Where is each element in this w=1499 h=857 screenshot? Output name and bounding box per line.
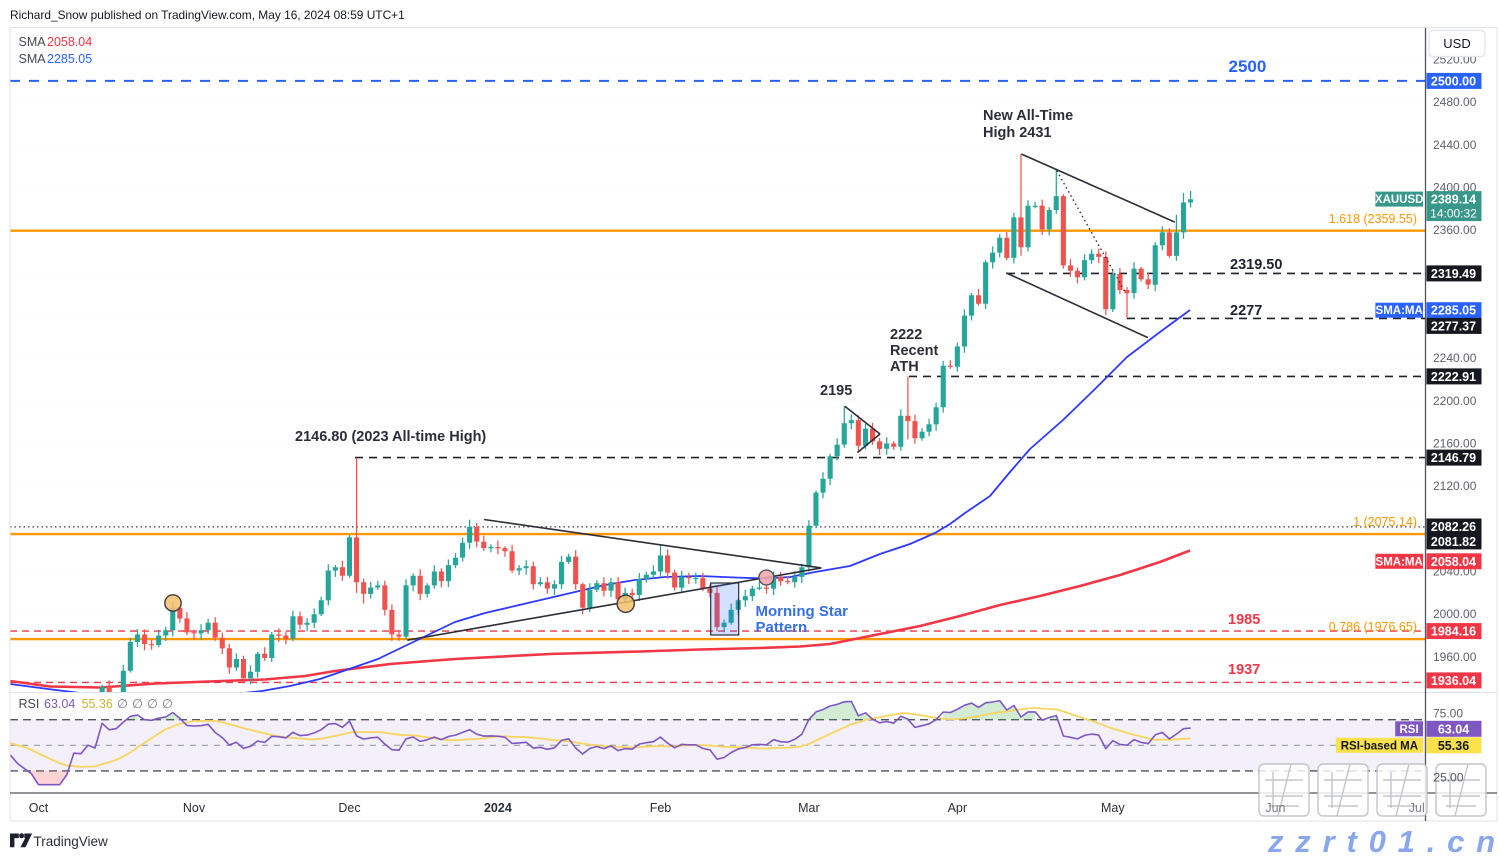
svg-text:2058.04: 2058.04 <box>47 35 92 49</box>
svg-text:∅: ∅ <box>162 697 173 711</box>
svg-text:2160.00: 2160.00 <box>1433 437 1477 451</box>
svg-text:55.36: 55.36 <box>82 697 113 711</box>
svg-text:SMA: SMA <box>19 35 47 49</box>
svg-text:Jun: Jun <box>1265 801 1285 815</box>
svg-text:XAUUSD: XAUUSD <box>1375 194 1424 206</box>
svg-text:SMA:MA: SMA:MA <box>1376 305 1423 317</box>
svg-text:Jul: Jul <box>1409 801 1425 815</box>
svg-text:1960.00: 1960.00 <box>1433 650 1477 664</box>
svg-text:2146.80 (2023 All-time High): 2146.80 (2023 All-time High) <box>295 429 486 445</box>
svg-text:1.618 (2359.55): 1.618 (2359.55) <box>1329 212 1417 226</box>
svg-text:25.00: 25.00 <box>1434 770 1464 784</box>
svg-text:2200.00: 2200.00 <box>1433 394 1477 408</box>
svg-text:2082.26: 2082.26 <box>1431 520 1476 534</box>
svg-text:2000.00: 2000.00 <box>1433 607 1477 621</box>
svg-text:RSI: RSI <box>19 697 40 711</box>
svg-text:RSI-based MA: RSI-based MA <box>1341 740 1418 752</box>
svg-text:2389.14: 2389.14 <box>1431 193 1476 207</box>
svg-text:Dec: Dec <box>338 801 360 815</box>
svg-text:0.786 (1976.65): 0.786 (1976.65) <box>1329 620 1417 634</box>
svg-text:1984.16: 1984.16 <box>1431 625 1476 639</box>
svg-text:ATH: ATH <box>890 359 919 375</box>
svg-text:∅: ∅ <box>117 697 128 711</box>
svg-text:High 2431: High 2431 <box>983 125 1052 141</box>
svg-text:2277.37: 2277.37 <box>1431 319 1476 333</box>
svg-text:2480.00: 2480.00 <box>1433 95 1477 109</box>
svg-text:Apr: Apr <box>948 801 967 815</box>
svg-text:Mar: Mar <box>798 801 820 815</box>
svg-text:Pattern: Pattern <box>756 619 808 636</box>
svg-text:2440.00: 2440.00 <box>1433 138 1477 152</box>
svg-text:Recent: Recent <box>890 343 939 359</box>
svg-text:1936.04: 1936.04 <box>1431 674 1476 688</box>
svg-text:2240.00: 2240.00 <box>1433 351 1477 365</box>
svg-text:SMA: SMA <box>19 52 47 66</box>
svg-text:Feb: Feb <box>650 801 672 815</box>
svg-text:1 (2075.14): 1 (2075.14) <box>1353 515 1417 529</box>
svg-text:1985: 1985 <box>1228 612 1260 628</box>
svg-text:New All-Time: New All-Time <box>983 108 1073 124</box>
svg-text:2500: 2500 <box>1229 57 1267 76</box>
svg-text:2120.00: 2120.00 <box>1433 479 1477 493</box>
svg-text:14:00:32: 14:00:32 <box>1430 207 1477 221</box>
svg-text:63.04: 63.04 <box>44 697 75 711</box>
svg-text:May: May <box>1101 801 1125 815</box>
svg-text:2222.91: 2222.91 <box>1431 370 1476 384</box>
svg-text:2024: 2024 <box>484 801 512 815</box>
svg-text:USD: USD <box>1443 36 1470 51</box>
svg-text:55.36: 55.36 <box>1438 739 1469 753</box>
svg-text:2285.05: 2285.05 <box>1431 304 1476 318</box>
svg-text:Morning Star: Morning Star <box>756 603 849 620</box>
svg-text:Nov: Nov <box>183 801 206 815</box>
svg-text:63.04: 63.04 <box>1438 722 1469 736</box>
svg-text:2360.00: 2360.00 <box>1433 223 1477 237</box>
svg-text:2285.05: 2285.05 <box>47 52 92 66</box>
svg-text:∅: ∅ <box>132 697 143 711</box>
svg-text:Oct: Oct <box>29 801 49 815</box>
svg-text:2195: 2195 <box>820 383 852 399</box>
svg-text:75.00: 75.00 <box>1433 706 1463 720</box>
svg-text:zzrt01.cn: zzrt01.cn <box>1267 824 1499 857</box>
svg-text:2319.49: 2319.49 <box>1431 267 1476 281</box>
svg-text:2081.82: 2081.82 <box>1431 535 1476 549</box>
svg-text:2277: 2277 <box>1230 303 1262 319</box>
svg-text:RSI: RSI <box>1400 724 1419 736</box>
svg-text:Richard_Snow published on Trad: Richard_Snow published on TradingView.co… <box>10 8 405 22</box>
svg-text:1937: 1937 <box>1228 662 1260 678</box>
svg-text:SMA:MA: SMA:MA <box>1376 556 1423 568</box>
svg-text:2222: 2222 <box>890 327 922 343</box>
svg-text:2146.79: 2146.79 <box>1431 451 1476 465</box>
svg-text:2058.04: 2058.04 <box>1431 555 1476 569</box>
svg-text:TradingView: TradingView <box>34 834 109 849</box>
svg-text:2319.50: 2319.50 <box>1230 257 1282 273</box>
svg-text:∅: ∅ <box>147 697 158 711</box>
svg-text:2500.00: 2500.00 <box>1431 74 1476 88</box>
